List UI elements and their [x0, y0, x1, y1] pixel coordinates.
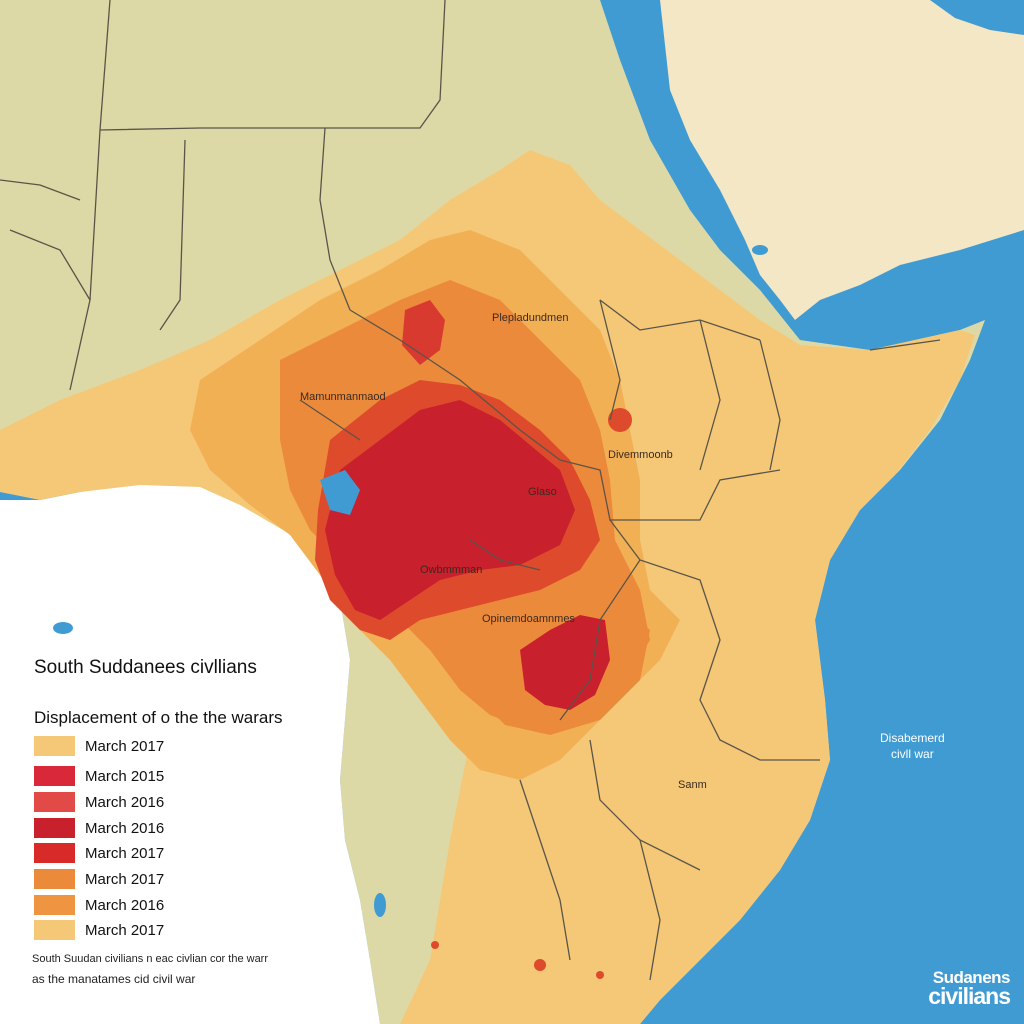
legend-swatch: [34, 792, 75, 812]
legend-label: March 2015: [85, 768, 165, 785]
corner-brand-line1: Sudanens: [932, 968, 1011, 988]
legend-label: March 2017: [85, 738, 165, 755]
lake-patch: [752, 245, 768, 255]
legend-item: March 2017: [34, 843, 294, 865]
country-borders: [0, 0, 941, 981]
displacement-spot: [534, 959, 546, 971]
legend-item: March 2016: [34, 818, 294, 840]
displacement-spot: [596, 971, 604, 979]
legend-label: March 2016: [85, 897, 165, 914]
displacement-cluster-southeast-core: [520, 615, 610, 710]
legend-swatch: [34, 920, 75, 940]
legend-item: March 2016: [34, 895, 294, 917]
legend-item: March 2017: [34, 869, 294, 891]
legend-label: March 2017: [85, 922, 165, 939]
sea-annotation-line2: civll war: [891, 747, 934, 762]
legend-item: March 2016: [34, 792, 294, 814]
map-label: Mamunmanmaod: [300, 391, 386, 403]
lake-patch: [53, 622, 73, 634]
map-label: Divemmoonb: [608, 449, 673, 461]
displacement-spot: [431, 941, 439, 949]
legend-swatch: [34, 869, 75, 889]
lake-patch: [320, 470, 360, 515]
lake-patch: [374, 893, 386, 917]
legend-item: March 2017: [34, 736, 294, 758]
legend-swatch: [34, 766, 75, 786]
map-label: Plepladundmen: [492, 312, 569, 324]
legend-swatch: [34, 843, 75, 863]
source-note-line1: South Suudan civilians n eac civlian cor…: [32, 953, 269, 965]
corner-brand: Sudanens civilians: [928, 968, 1011, 1010]
gulf-of-guinea: [0, 482, 380, 1024]
displacement-zone-severe: [325, 400, 575, 620]
legend-item: March 2015: [34, 766, 294, 788]
sea-annotation-line1: Disabemerd: [880, 731, 945, 745]
source-note-line2: as the manatames cid civil war: [32, 972, 196, 986]
arabian-peninsula: [660, 0, 1024, 320]
legend-subtitle: Displacement of o the the warars: [34, 708, 283, 727]
legend-label: March 2017: [85, 845, 165, 862]
map-label: Glaso: [528, 486, 557, 498]
legend-item: March 2017: [34, 920, 294, 942]
map-label: Sanm: [678, 779, 707, 791]
legend-label: March 2017: [85, 871, 165, 888]
legend-swatch: [34, 895, 75, 915]
legend-swatch: [34, 736, 75, 756]
map-label: Owbmmman: [420, 564, 483, 576]
legend-label: March 2016: [85, 794, 165, 811]
corner-brand-line2: civilians: [928, 983, 1011, 1010]
legend-label: March 2016: [85, 820, 165, 837]
displacement-spot: [608, 408, 632, 432]
legend-swatch: [34, 818, 75, 838]
sea-annotation: Disabemerd civll war: [880, 730, 945, 762]
persian-gulf: [930, 0, 1024, 35]
map-label: Opinemdoamnmes: [482, 613, 575, 625]
legend-title: South Suddanees civllians: [34, 657, 257, 678]
